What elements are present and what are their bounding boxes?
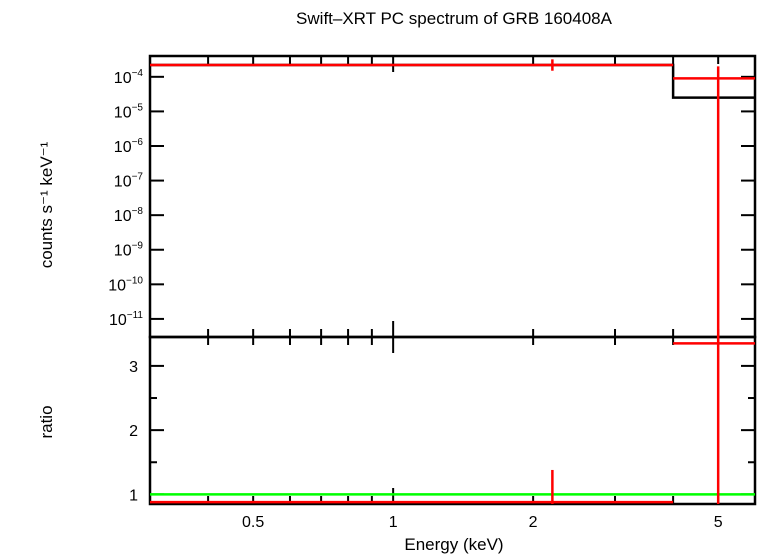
x-axis-label: Energy (keV) bbox=[404, 535, 503, 554]
x-tick-label: 5 bbox=[714, 514, 723, 531]
y-tick-label: 1 bbox=[129, 487, 138, 504]
bottom-y-axis-label: ratio bbox=[37, 405, 56, 438]
x-tick-label: 0.5 bbox=[242, 514, 264, 531]
x-tick-label: 2 bbox=[529, 514, 538, 531]
x-tick-label: 1 bbox=[389, 514, 398, 531]
y-tick-label: 10−7 bbox=[114, 172, 144, 191]
y-tick-label: 10−11 bbox=[109, 310, 143, 329]
y-tick-label: 3 bbox=[129, 359, 138, 376]
top-panel-frame bbox=[148, 54, 757, 339]
y-tick-label: 10−9 bbox=[114, 241, 144, 260]
model-step-line bbox=[150, 63, 755, 99]
top-y-axis-label: counts s⁻¹ keV⁻¹ bbox=[37, 141, 56, 268]
y-tick-label: 10−4 bbox=[114, 68, 144, 87]
y-tick-label: 10−6 bbox=[114, 137, 144, 156]
bottom-panel-frame bbox=[148, 335, 757, 506]
y-tick-label: 10−10 bbox=[108, 275, 143, 294]
chart-title: Swift–XRT PC spectrum of GRB 160408A bbox=[296, 9, 613, 28]
y-tick-label: 10−5 bbox=[114, 102, 144, 121]
y-tick-label: 2 bbox=[129, 423, 138, 440]
y-tick-label: 10−8 bbox=[114, 206, 144, 225]
